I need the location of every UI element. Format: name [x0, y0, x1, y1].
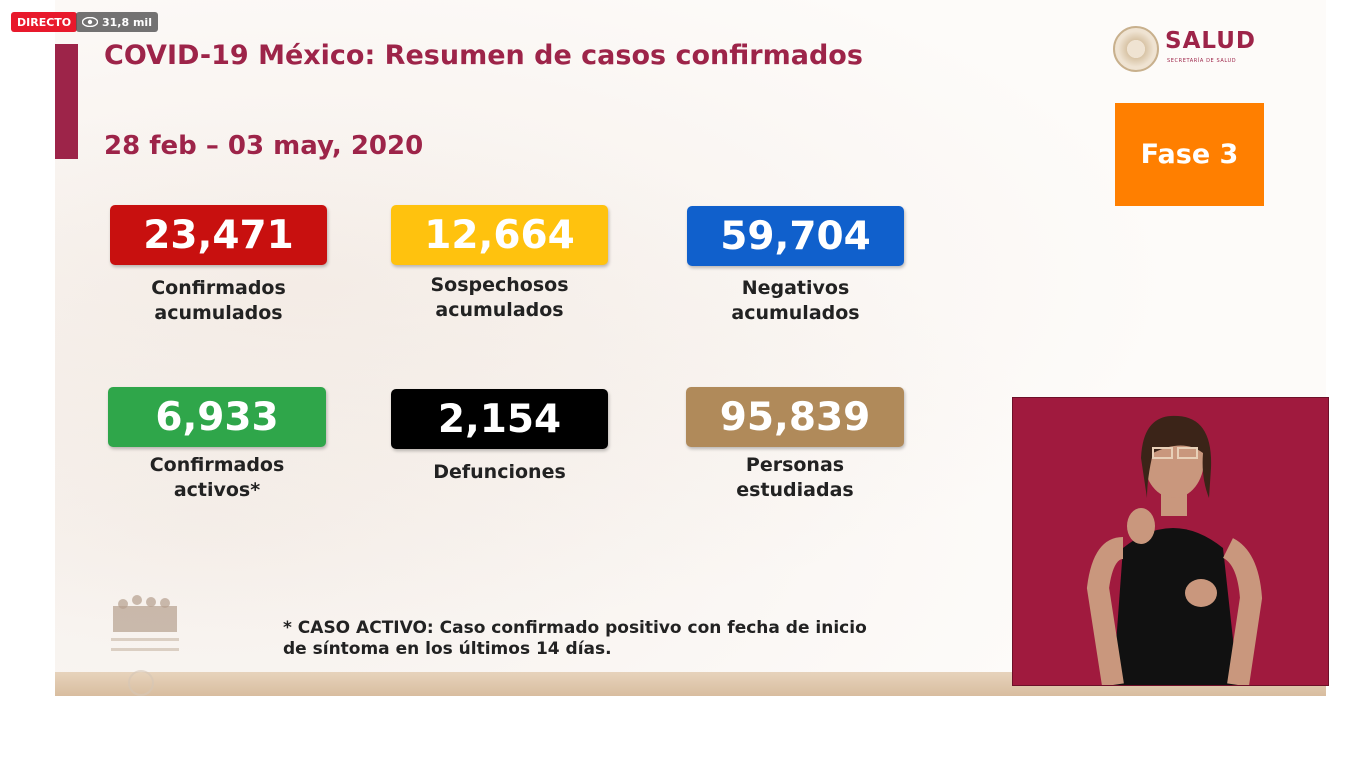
seal-icon [1113, 26, 1159, 72]
stat-box-deaths: 2,154 [391, 389, 608, 449]
footnote-line: de síntoma en los últimos 14 días. [283, 639, 612, 659]
stat-label-line: acumulados [731, 302, 860, 324]
stat-label-people-studied: Personas estudiadas [686, 453, 904, 503]
phase-badge: Fase 3 [1115, 103, 1264, 206]
sign-language-interpreter-video [1012, 397, 1329, 686]
stat-label-confirmed-active: Confirmados activos* [108, 453, 326, 503]
title-accent-bar [55, 44, 78, 159]
stat-box-confirmed-cumulative: 23,471 [110, 205, 327, 265]
stat-label-line: Confirmados [151, 277, 286, 299]
logo-subtitle: SECRETARÍA DE SALUD [1167, 58, 1237, 64]
stat-label-line: Defunciones [433, 461, 566, 483]
date-range: 28 feb – 03 may, 2020 [104, 131, 424, 161]
active-case-footnote: * CASO ACTIVO: Caso confirmado positivo … [283, 618, 867, 660]
stat-label-confirmed-cumulative: Confirmados acumulados [110, 276, 327, 326]
heritage-emblem-icon [111, 595, 179, 696]
stat-label-negative-cumulative: Negativos acumulados [687, 276, 904, 326]
interpreter-figure [1086, 415, 1263, 685]
stat-label-line: estudiadas [736, 479, 854, 501]
stat-label-line: Negativos [741, 277, 850, 299]
logo-name: SALUD [1165, 28, 1256, 54]
stat-label-suspected-cumulative: Sospechosos acumulados [391, 273, 608, 323]
stat-box-people-studied: 95,839 [686, 387, 904, 447]
stat-box-confirmed-active: 6,933 [108, 387, 326, 447]
stat-label-line: Personas [745, 454, 845, 476]
stat-box-negative-cumulative: 59,704 [687, 206, 904, 266]
stat-label-deaths: Defunciones [391, 460, 608, 485]
slide-title: COVID-19 México: Resumen de casos confir… [104, 40, 863, 71]
presentation-slide [55, 0, 1326, 696]
footnote-line: * CASO ACTIVO: Caso confirmado positivo … [283, 618, 867, 638]
viewer-count-badge: 31,8 mil [76, 12, 158, 32]
stat-box-suspected-cumulative: 12,664 [391, 205, 608, 265]
stat-label-line: Confirmados [149, 454, 285, 476]
stat-label-line: activos* [173, 479, 261, 501]
stat-label-line: acumulados [154, 302, 283, 324]
eye-icon [82, 17, 98, 27]
stat-label-line: Sospechosos [430, 274, 569, 296]
salud-logo: SALUD SECRETARÍA DE SALUD [1113, 26, 1273, 76]
live-badge: DIRECTO [11, 12, 78, 32]
stat-label-line: acumulados [435, 299, 564, 321]
viewer-count: 31,8 mil [102, 15, 152, 29]
